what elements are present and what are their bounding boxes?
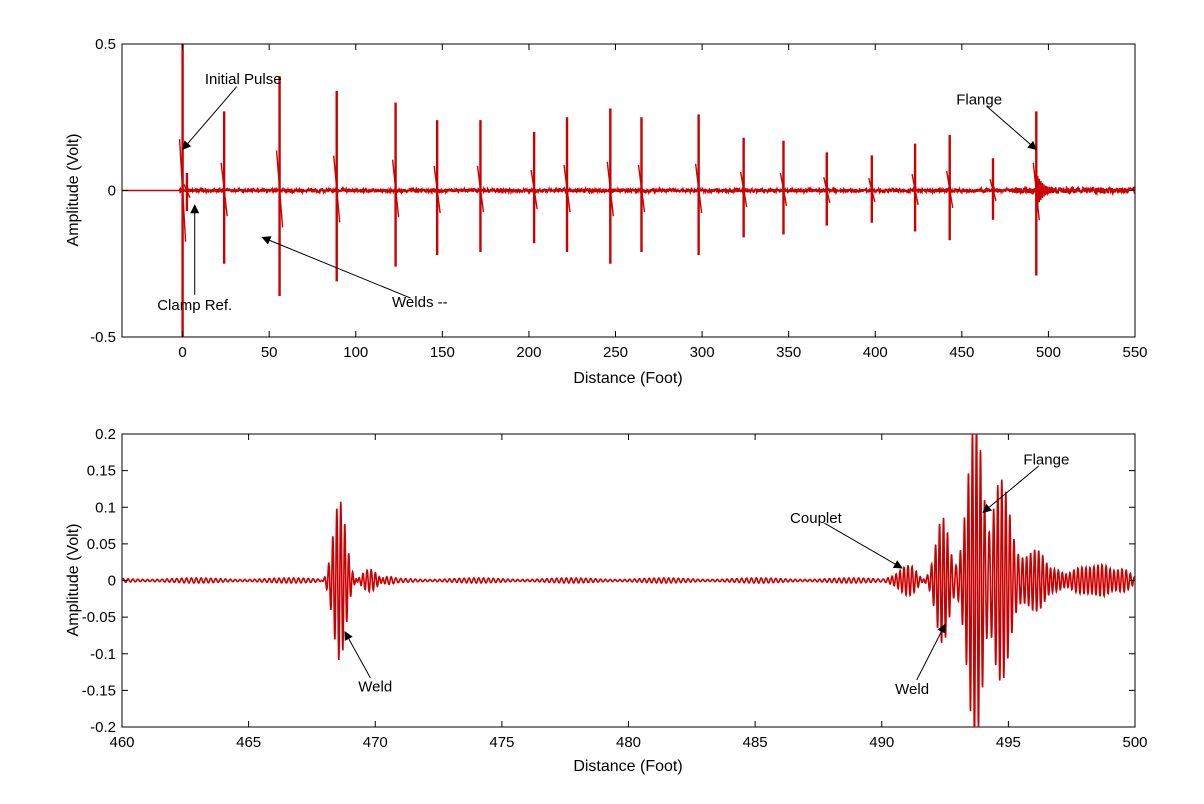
annotation-label: Flange — [1023, 452, 1069, 469]
x-tick-label: 495 — [996, 734, 1021, 751]
x-tick-label: 500 — [1036, 344, 1061, 361]
x-tick-label: 550 — [1122, 344, 1147, 361]
x-tick-label: 500 — [1122, 734, 1147, 751]
top-signal-trace — [122, 44, 1135, 337]
bottom-x-ticks: 460 465 470 475 480 485 490 495 500 — [109, 434, 1148, 751]
x-tick-label: 200 — [516, 344, 541, 361]
top-y-axis-label: Amplitude (Volt) — [65, 134, 82, 247]
top-x-axis-label: Distance (Foot) — [573, 370, 682, 387]
echo-spike-ringing — [823, 177, 831, 203]
annotation-label: Weld — [358, 679, 392, 696]
echo-spike-ringing — [530, 169, 538, 210]
echo-spike-ringing — [433, 165, 441, 214]
echo-spike-ringing — [1032, 162, 1040, 221]
y-tick-label: 0.5 — [95, 36, 116, 53]
bottom-chart: 460 465 470 475 480 485 490 495 500 -0.2-0.15-0.… — [65, 426, 1148, 775]
echo-spike-ringing — [868, 178, 876, 202]
x-tick-label: 0 — [178, 344, 186, 361]
x-tick-label: 490 — [869, 734, 894, 751]
y-tick-label: 0.1 — [95, 499, 116, 516]
echo-spike-ringing — [694, 163, 703, 214]
annotation-arrow — [916, 623, 946, 681]
x-tick-label: 465 — [236, 734, 261, 751]
top-annotations: Initial Pulse Clamp Ref. Welds -- Flange — [157, 71, 1037, 314]
x-tick-label: 250 — [603, 344, 628, 361]
annotation-arrow — [824, 522, 903, 569]
annotation-arrow — [344, 630, 371, 679]
echo-spike-ringing — [476, 165, 485, 213]
x-tick-label: 475 — [489, 734, 514, 751]
echo-spike-ringing — [391, 159, 400, 218]
x-tick-label: 150 — [430, 344, 455, 361]
y-tick-label: 0.05 — [87, 536, 116, 553]
echo-spike-ringing — [275, 150, 284, 228]
bottom-y-axis-label: Amplitude (Volt) — [65, 524, 82, 637]
x-tick-label: 400 — [863, 344, 888, 361]
y-tick-label: -0.15 — [82, 682, 116, 699]
x-tick-label: 460 — [109, 734, 134, 751]
echo-spike-ringing — [220, 162, 228, 217]
y-tick-label: -0.1 — [90, 646, 116, 663]
top-x-ticks: 0 50 100 150 200 250 300 350 400 450 500 550 — [178, 44, 1148, 361]
annotation-label: Welds -- — [392, 294, 448, 311]
bottom-y-ticks: -0.2 -0.15 -0.1 -0.05 0 0.05 0.1 0.15 0.2 — [82, 426, 1135, 736]
annotation-label: Clamp Ref. — [157, 297, 232, 314]
echo-spike-ringing — [563, 164, 571, 213]
echo-spike-ringing — [911, 173, 919, 205]
signal-baseline — [122, 185, 1135, 197]
bottom-signal-trace — [122, 434, 1135, 727]
echo-spike-ringing — [637, 164, 646, 213]
y-tick-label: -0.2 — [90, 719, 116, 736]
annotation-arrow — [261, 236, 411, 299]
signal-waveform — [122, 434, 1135, 727]
y-tick-label: -0.5 — [90, 329, 116, 346]
y-tick-label: -0.05 — [82, 609, 116, 626]
echo-spike-ringing — [178, 139, 187, 242]
y-tick-label: 0 — [108, 573, 116, 590]
echo-spike-ringing — [333, 155, 341, 223]
x-tick-label: 50 — [261, 344, 278, 361]
annotation-arrow — [982, 465, 1039, 513]
annotation-label: Couplet — [790, 510, 843, 527]
x-tick-label: 350 — [776, 344, 801, 361]
bottom-annotations: Weld Couplet Weld Flange — [344, 452, 1069, 698]
y-tick-label: 0.15 — [87, 463, 116, 480]
annotation-label: Flange — [956, 92, 1002, 109]
x-tick-label: 300 — [690, 344, 715, 361]
x-tick-label: 470 — [363, 734, 388, 751]
echo-spike-ringing — [946, 170, 954, 209]
annotation-arrow — [986, 105, 1037, 151]
bottom-x-axis-label: Distance (Foot) — [573, 758, 682, 775]
x-tick-label: 480 — [616, 734, 641, 751]
echo-spike-ringing — [183, 184, 191, 198]
x-tick-label: 450 — [949, 344, 974, 361]
top-chart: 0 50 100 150 200 250 300 350 400 450 500 550 -0.500… — [65, 36, 1148, 387]
y-tick-label: 0 — [108, 183, 116, 200]
annotation-arrow — [182, 86, 238, 151]
echo-spike-ringing — [606, 161, 615, 217]
echo-spike-ringing — [779, 172, 788, 207]
echo-spike-ringing — [989, 179, 997, 201]
annotation-label: Initial Pulse — [205, 71, 282, 88]
annotation-label: Weld — [895, 681, 929, 698]
top-y-ticks: -0.5 0 0.5 — [90, 36, 1135, 346]
x-tick-label: 100 — [343, 344, 368, 361]
echo-spike-ringing — [739, 171, 748, 208]
x-tick-label: 485 — [743, 734, 768, 751]
y-tick-label: 0.2 — [95, 426, 116, 443]
